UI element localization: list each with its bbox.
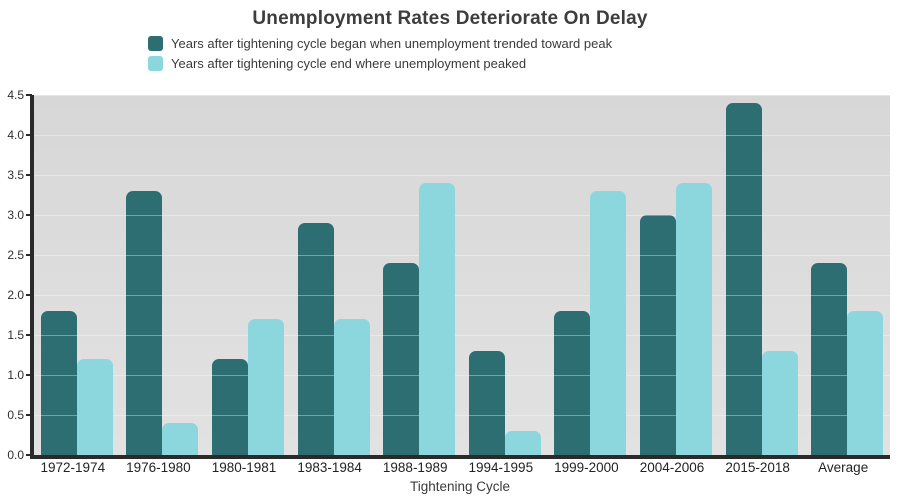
- y-tick-label: 4.5: [7, 88, 24, 102]
- bar-began-1980-1981: [212, 359, 248, 455]
- y-tick-mark: [26, 294, 32, 296]
- bar-began-1999-2000: [554, 311, 591, 455]
- bar-end-1988-1989: [419, 183, 456, 455]
- y-tick-label: 2.5: [7, 248, 24, 262]
- y-tick-label: 4.0: [7, 128, 24, 142]
- x-tick-label: 2004-2006: [639, 460, 705, 475]
- bar-end-2004-2006: [676, 183, 712, 455]
- legend-label-began: Years after tightening cycle began when …: [171, 36, 613, 51]
- y-tick-mark: [26, 334, 32, 336]
- bar-end-2015-2018: [761, 351, 798, 455]
- y-tick-mark: [26, 214, 32, 216]
- y-tick-mark: [26, 134, 32, 136]
- bar-began-1983-1984: [297, 223, 334, 455]
- y-tick-mark: [26, 374, 32, 376]
- x-tick-label: 1976-1980: [126, 460, 191, 475]
- bar-began-1972-1974: [40, 311, 77, 455]
- bar-began-1994-1995: [468, 351, 505, 455]
- bar-end-Average: [847, 311, 884, 455]
- y-tick-label: 0.5: [7, 408, 24, 422]
- gridline: [34, 215, 890, 216]
- y-tick-mark: [26, 94, 32, 96]
- x-tick-label: 1999-2000: [554, 460, 619, 475]
- x-tick-label: 1994-1995: [468, 460, 534, 475]
- legend-swatch-light: [148, 56, 163, 71]
- y-tick-label: 1.0: [7, 368, 24, 382]
- y-axis-labels: 0.0 0.5 1.0 1.5 2.0 2.5 3.0 3.5 4.0 4.5: [0, 88, 26, 462]
- y-tick-mark: [26, 254, 32, 256]
- y-tick-label: 3.5: [7, 168, 24, 182]
- legend-item-began: Years after tightening cycle began when …: [148, 36, 612, 51]
- bar-began-2015-2018: [725, 103, 762, 455]
- legend: Years after tightening cycle began when …: [148, 36, 612, 71]
- gridline: [34, 335, 890, 336]
- bar-end-1994-1995: [504, 431, 541, 455]
- y-tick-label: 0.0: [7, 448, 24, 462]
- bar-end-1980-1981: [248, 319, 284, 455]
- legend-label-end: Years after tightening cycle end where u…: [171, 56, 527, 71]
- x-axis-labels: 1972-1974 1976-1980 1980-1981 1983-1984 1988…: [30, 460, 890, 478]
- bar-began-2004-2006: [640, 215, 676, 455]
- x-tick-label: 1980-1981: [211, 460, 277, 475]
- y-tick-mark: [26, 174, 32, 176]
- y-tick-label: 2.0: [7, 288, 24, 302]
- plot-area: [30, 95, 890, 459]
- legend-swatch-dark: [148, 36, 163, 51]
- page-title: Unemployment Rates Deteriorate On Delay: [252, 8, 648, 29]
- gridline: [34, 95, 890, 96]
- y-tick-mark: [26, 454, 32, 456]
- bar-end-1983-1984: [333, 319, 370, 455]
- y-tick-label: 1.5: [7, 328, 24, 342]
- gridline: [34, 295, 890, 296]
- x-tick-label: 2015-2018: [725, 460, 790, 475]
- y-tick-mark: [26, 414, 32, 416]
- x-tick-label: Average: [818, 460, 869, 475]
- x-axis-title: Tightening Cycle: [409, 479, 511, 494]
- x-tick-label: 1983-1984: [297, 460, 362, 475]
- bar-began-Average: [811, 263, 848, 455]
- gridline: [34, 175, 890, 176]
- bar-end-1999-2000: [590, 191, 627, 455]
- gridline: [34, 255, 890, 256]
- bar-began-1988-1989: [383, 263, 420, 455]
- legend-item-end: Years after tightening cycle end where u…: [148, 56, 612, 71]
- gridline: [34, 135, 890, 136]
- x-tick-label: 1988-1989: [382, 460, 448, 475]
- x-tick-label: 1972-1974: [40, 460, 106, 475]
- y-tick-label: 3.0: [7, 208, 24, 222]
- bar-end-1976-1980: [162, 423, 199, 455]
- bar-end-1972-1974: [76, 359, 113, 455]
- bar-began-1976-1980: [126, 191, 163, 455]
